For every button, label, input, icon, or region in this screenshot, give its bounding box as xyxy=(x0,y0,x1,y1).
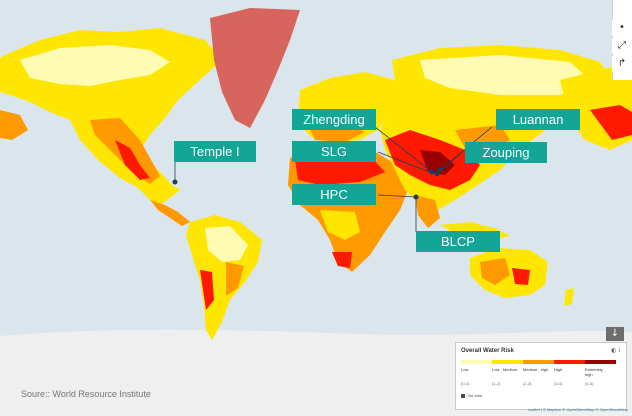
callout-luannan[interactable]: Luannan xyxy=(496,109,580,130)
legend-opacity-info-icon[interactable]: ◐ i xyxy=(611,347,620,354)
legend-label-high: High xyxy=(554,367,563,372)
legend-label-low: Low xyxy=(461,367,469,372)
legend-label-low-medium: Low - Medium xyxy=(492,367,518,372)
marker-zhengding xyxy=(429,169,435,175)
legend-label-no-data: No data xyxy=(468,393,483,398)
marker-hpc xyxy=(413,194,419,200)
legend-range-extremely-high: (4-5) xyxy=(585,381,594,386)
callout-zouping[interactable]: Zouping xyxy=(465,142,547,163)
callout-hpc[interactable]: HPC xyxy=(292,184,376,205)
legend-swatch-medium-high xyxy=(523,360,554,364)
legend-title: Overall Water Risk xyxy=(461,348,514,354)
legend-label-medium-high: Medium - high xyxy=(523,367,549,372)
legend-swatch-high xyxy=(554,360,585,364)
legend-range-high: (3-4) xyxy=(554,381,563,386)
marker-temple xyxy=(172,179,178,185)
legend-swatch-extremely-high xyxy=(585,360,616,364)
callout-blcp[interactable]: BLCP xyxy=(416,231,500,252)
legend-range-low-medium: (1-2) xyxy=(492,381,501,386)
source-caption: Soure:: World Resource Institute xyxy=(21,389,151,399)
marker-luannan xyxy=(437,167,443,173)
share-icon[interactable]: ↱ xyxy=(612,56,632,72)
legend-swatch-no-data xyxy=(461,394,465,398)
map-attribution[interactable]: Leaflet | © Mapbox © OpenStreetMap © Ope… xyxy=(527,407,628,412)
fullscreen-icon[interactable]: ⤢ xyxy=(612,38,632,54)
legend-swatch-low-medium xyxy=(492,360,523,364)
legend-panel: Overall Water Risk ◐ i Low Low - Medium … xyxy=(455,342,627,410)
legend-range-low: (0-1) xyxy=(461,381,470,386)
callout-zhengding[interactable]: Zhengding xyxy=(292,109,376,130)
marker-zouping xyxy=(434,171,440,177)
legend-swatch-low xyxy=(461,360,492,364)
greenland xyxy=(210,8,300,128)
download-button[interactable]: ↓ xyxy=(606,327,624,341)
locate-icon[interactable]: • xyxy=(612,20,632,36)
legend-range-medium-high: (2-3) xyxy=(523,381,532,386)
legend-label-extremely-high: Extremely high xyxy=(585,367,603,377)
callout-slg[interactable]: SLG xyxy=(292,141,376,162)
callout-temple[interactable]: Temple I xyxy=(174,141,256,162)
